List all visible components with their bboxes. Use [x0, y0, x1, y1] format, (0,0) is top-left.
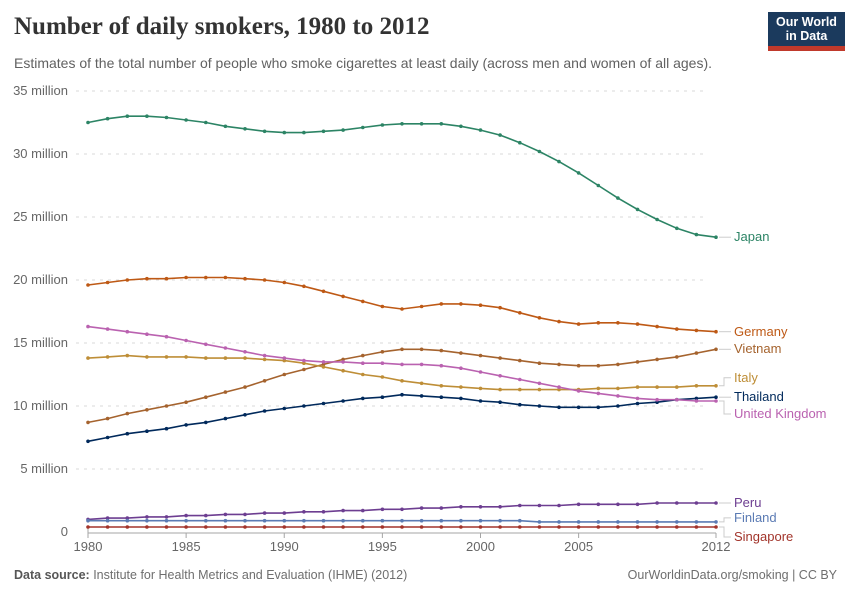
- y-axis-tick-label: 15 million: [13, 335, 68, 350]
- series-line-thailand: [87, 393, 717, 443]
- y-axis-tick-label: 20 million: [13, 272, 68, 287]
- series-markers-singapore: [86, 525, 718, 529]
- chart-title: Number of daily smokers, 1980 to 2012: [14, 13, 430, 40]
- series-label-italy[interactable]: Italy: [734, 369, 758, 385]
- series-label-japan[interactable]: Japan: [734, 229, 770, 245]
- series-markers-thailand: [86, 392, 718, 444]
- x-axis-tick-label: 1995: [367, 539, 397, 554]
- series-markers-italy: [86, 353, 718, 392]
- x-axis-tick-label: 1980: [73, 539, 103, 554]
- series-markers-japan: [86, 114, 718, 239]
- x-axis-tick-label: 2012: [701, 539, 731, 554]
- y-axis-tick-label: 25 million: [13, 209, 68, 224]
- series-line-germany: [87, 276, 717, 333]
- footer-source: Data source: Institute for Health Metric…: [14, 568, 407, 582]
- x-axis-tick-label: 1985: [171, 539, 201, 554]
- series-label-peru[interactable]: Peru: [734, 495, 762, 511]
- chart-subtitle: Estimates of the total number of people …: [14, 55, 713, 71]
- series-label-connector: [719, 517, 731, 523]
- series-label-connector: [719, 400, 731, 415]
- series-markers-germany: [86, 275, 718, 334]
- series-line-italy: [87, 354, 716, 391]
- x-axis-tick-label: 1990: [269, 539, 299, 554]
- series-label-finland[interactable]: Finland: [734, 509, 777, 525]
- footer-source-label: Data source:: [14, 568, 90, 582]
- series-line-vietnam: [87, 348, 717, 424]
- series-label-singapore[interactable]: Singapore: [734, 528, 794, 544]
- series-label-connector: [719, 526, 731, 538]
- series-label-germany[interactable]: Germany: [734, 323, 788, 339]
- x-axis-tick-label: 2000: [466, 539, 495, 554]
- series-markers-united-kingdom: [86, 324, 718, 403]
- series-markers-finland: [86, 518, 718, 524]
- y-axis-tick-label: 0: [60, 524, 68, 539]
- y-axis-tick-label: 30 million: [13, 146, 68, 161]
- y-axis-tick-label: 5 million: [20, 461, 68, 476]
- series-label-thailand[interactable]: Thailand: [734, 389, 784, 405]
- series-markers-peru: [86, 501, 718, 522]
- footer-source-text: Institute for Health Metrics and Evaluat…: [89, 568, 408, 582]
- series-markers-vietnam: [86, 347, 718, 425]
- owid-logo-line1: Our World: [776, 14, 837, 29]
- owid-logo[interactable]: Our World in Data: [768, 12, 845, 51]
- series-label-united-kingdom[interactable]: United Kingdom: [734, 405, 827, 421]
- series-label-vietnam[interactable]: Vietnam: [734, 341, 782, 357]
- y-axis-tick-label: 10 million: [13, 398, 68, 413]
- series-line-peru: [87, 502, 716, 521]
- x-axis-tick-label: 2005: [564, 539, 594, 554]
- y-axis-tick-label: 35 million: [13, 83, 68, 98]
- owid-logo-line2: in Data: [785, 29, 828, 43]
- footer-link[interactable]: OurWorldinData.org/smoking | CC BY: [627, 568, 837, 582]
- series-line-japan: [87, 115, 717, 238]
- series-label-connector: [719, 377, 731, 387]
